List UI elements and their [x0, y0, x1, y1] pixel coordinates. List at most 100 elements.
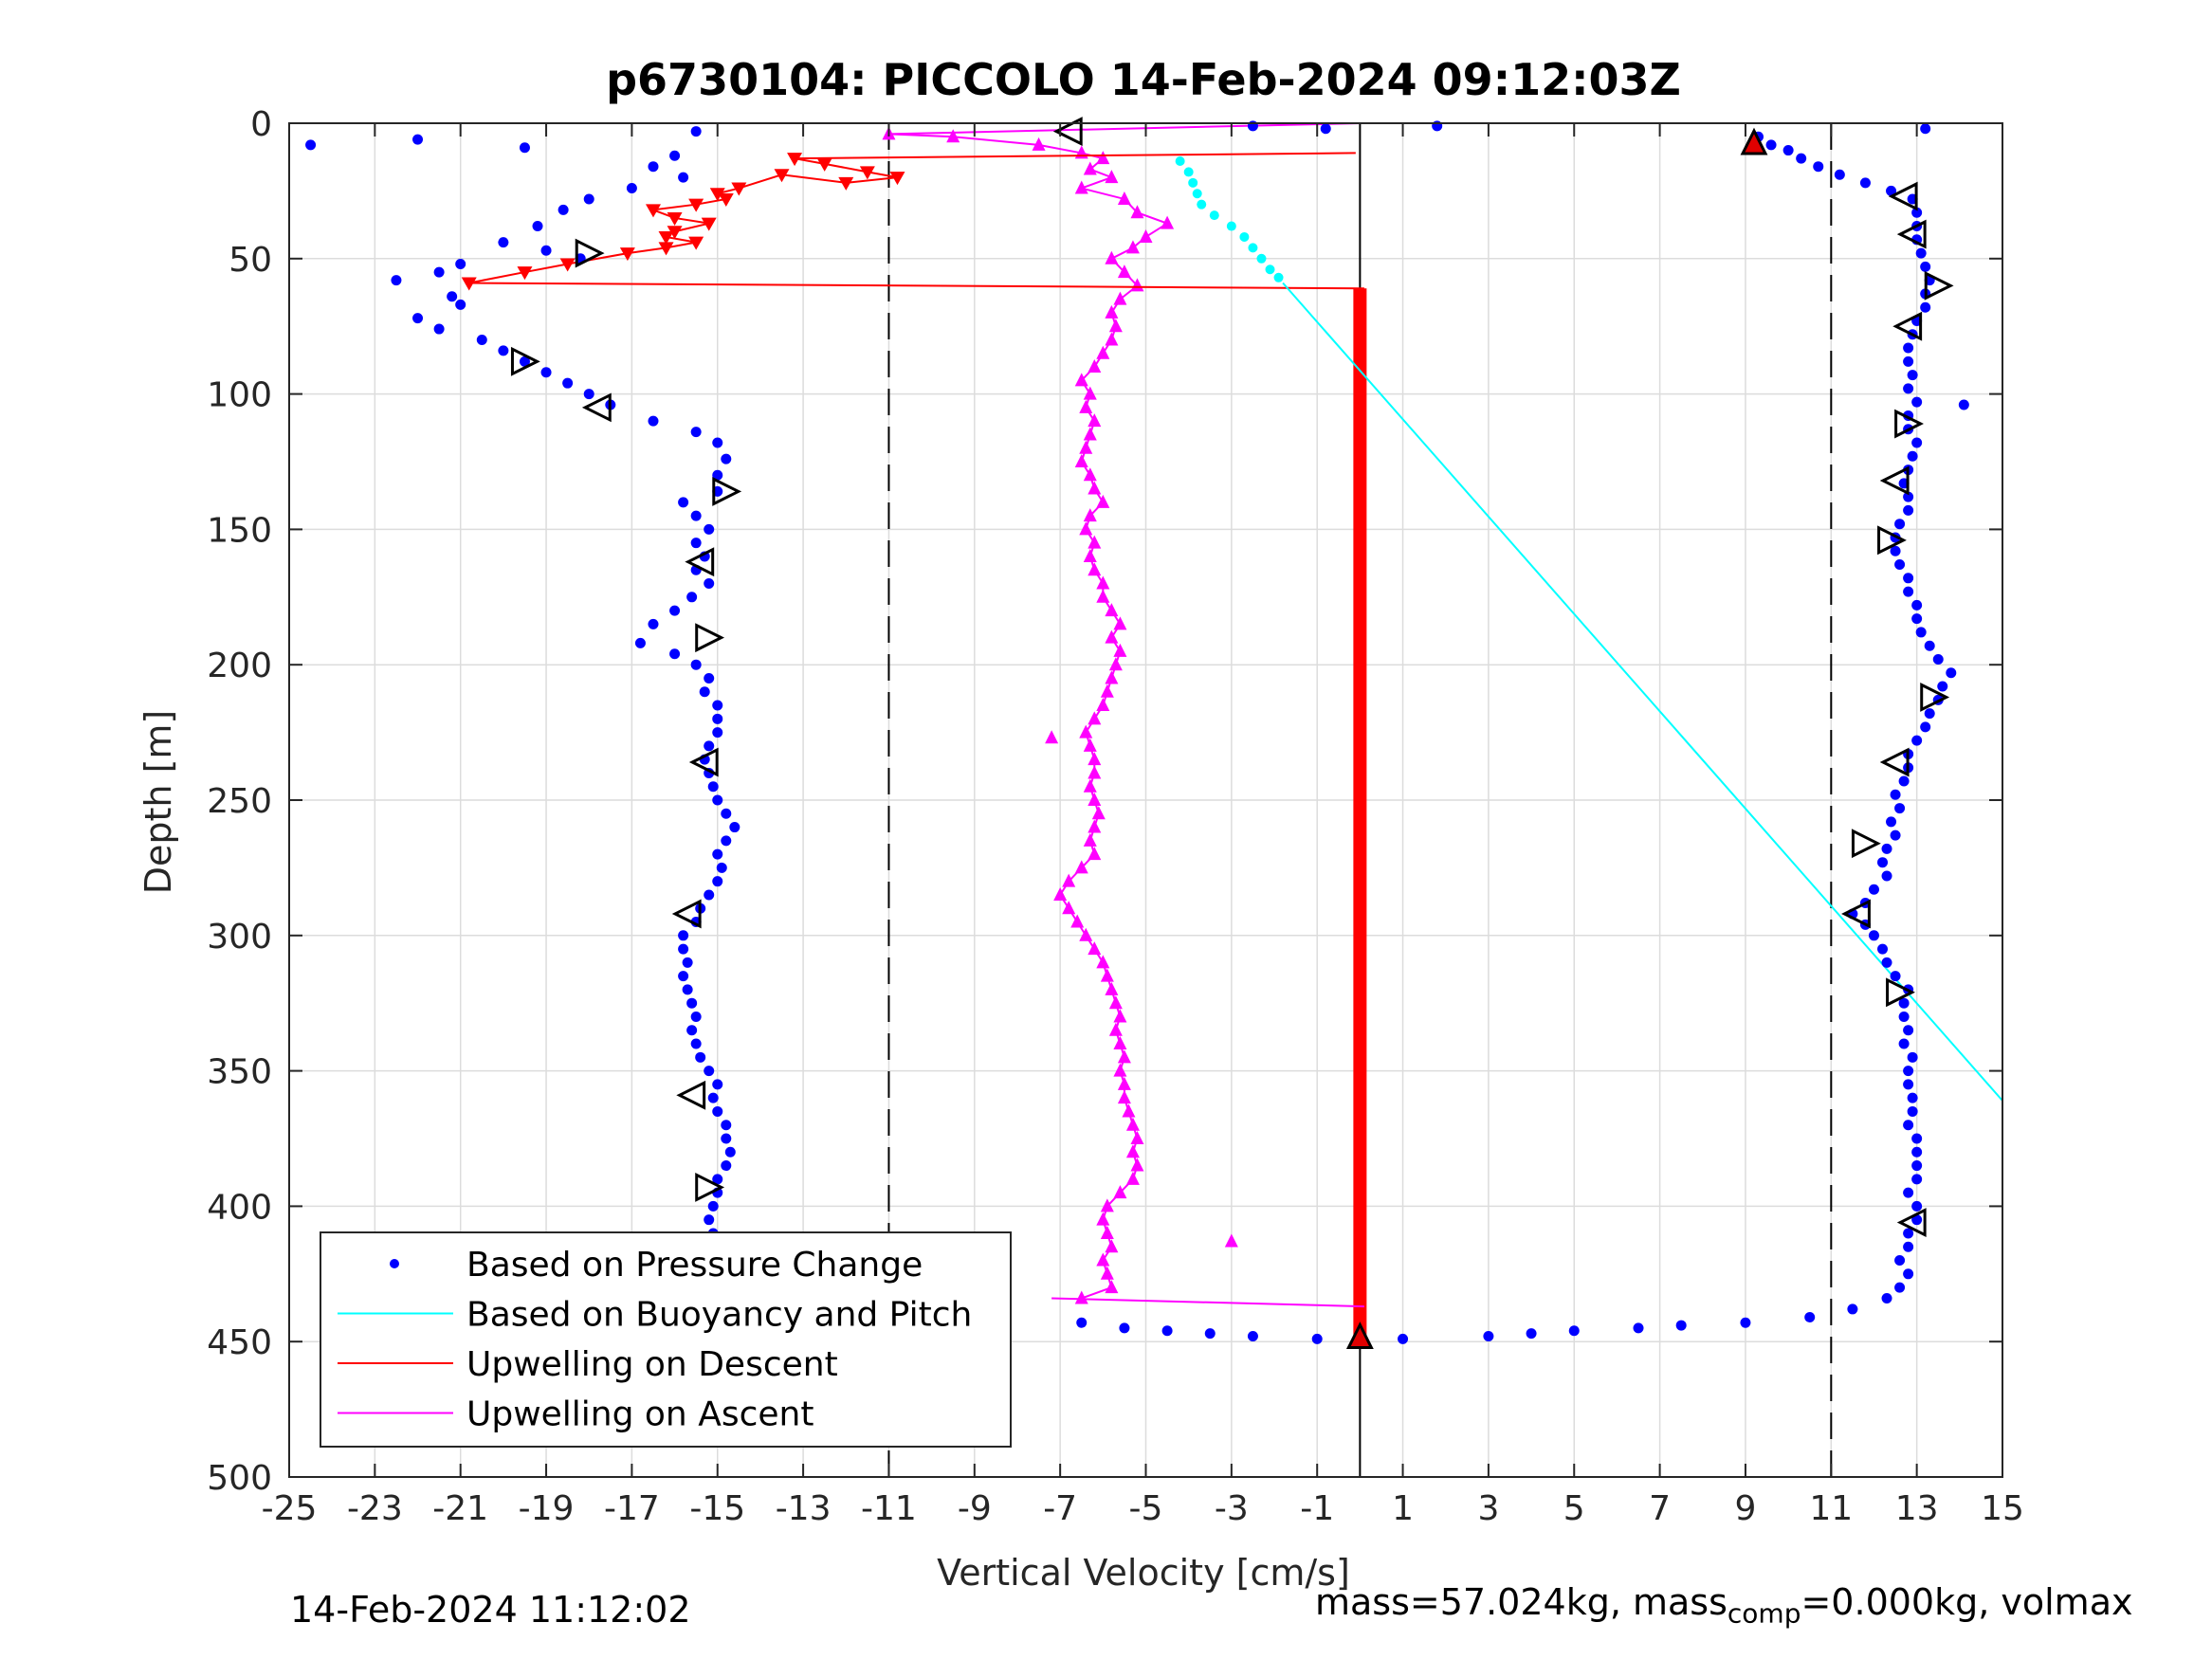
- pressure-change-point: [699, 686, 710, 698]
- upwelling-ascent-point: [1117, 1090, 1131, 1104]
- pressure-change-point: [1920, 721, 1931, 733]
- upwelling-ascent-point: [1122, 1103, 1136, 1118]
- buoyancy-pitch-point: [1183, 167, 1194, 177]
- upwelling-descent-point: [619, 247, 635, 262]
- turn-triangle-marker: [695, 623, 725, 653]
- upwelling-descent-point: [658, 230, 674, 245]
- upwelling-ascent-line: [1051, 1297, 1364, 1308]
- upwelling-ascent-point: [1125, 1171, 1140, 1185]
- upwelling-ascent-point: [1224, 1233, 1238, 1248]
- pressure-change-point: [1898, 997, 1910, 1009]
- buoyancy-pitch-point: [1239, 231, 1250, 242]
- pressure-change-point: [690, 126, 702, 137]
- upwelling-descent-point: [688, 198, 704, 212]
- pressure-change-point: [704, 1214, 715, 1226]
- pressure-change-point: [1804, 1311, 1816, 1322]
- upwelling-ascent-point: [1088, 847, 1102, 861]
- pressure-change-point: [1859, 177, 1871, 189]
- pressure-change-point: [712, 700, 723, 711]
- upwelling-ascent-point: [1105, 332, 1119, 346]
- upwelling-ascent-point: [1083, 778, 1097, 793]
- pressure-change-point: [729, 822, 740, 833]
- pressure-change-point: [678, 971, 689, 982]
- pressure-change-point: [391, 275, 402, 286]
- pressure-change-point: [648, 618, 659, 629]
- pressure-change-point: [1911, 1200, 1923, 1212]
- pressure-change-point: [519, 356, 530, 367]
- y-tick-label: 250: [207, 782, 272, 821]
- pressure-change-point: [1903, 342, 1914, 354]
- pressure-change-point: [562, 377, 574, 389]
- pressure-change-point: [1903, 1066, 1914, 1077]
- upwelling-ascent-point: [1062, 901, 1076, 915]
- upwelling-ascent-point: [1083, 386, 1097, 400]
- pressure-change-point: [1911, 207, 1923, 218]
- pressure-change-point: [721, 1133, 732, 1144]
- pressure-change-point: [1894, 1255, 1906, 1267]
- upwelling-ascent-point: [1113, 643, 1127, 657]
- pressure-change-point: [669, 150, 681, 161]
- upwelling-descent-point: [667, 226, 683, 240]
- pressure-change-point: [1903, 504, 1914, 516]
- turn-triangle-marker: [1892, 311, 1923, 341]
- pressure-change-point: [447, 291, 458, 302]
- upwelling-ascent-point: [1117, 191, 1131, 205]
- turn-triangle-marker: [1851, 829, 1881, 859]
- pressure-change-point: [1907, 1105, 1918, 1117]
- upwelling-ascent-point: [1108, 1022, 1123, 1036]
- pressure-change-point: [690, 427, 702, 438]
- pressure-change-point: [1903, 383, 1914, 394]
- upwelling-descent-point: [731, 182, 747, 196]
- pressure-change-point: [626, 183, 637, 194]
- pressure-change-point: [690, 1011, 702, 1022]
- upwelling-descent-point: [658, 242, 674, 256]
- pressure-change-point: [712, 469, 723, 481]
- pressure-change-point: [724, 1146, 736, 1158]
- upwelling-ascent-point: [1125, 1144, 1140, 1158]
- mass-rest: =0.000kg, volmax: [1801, 1581, 2133, 1623]
- turn-triangle-marker: [1052, 117, 1083, 146]
- pressure-change-point: [712, 713, 723, 724]
- x-tick-label: 15: [1981, 1489, 2024, 1528]
- pressure-change-point: [412, 313, 424, 324]
- x-tick-label: 13: [1895, 1489, 1939, 1528]
- x-tick-label: -3: [1215, 1489, 1249, 1528]
- pressure-change-point: [1903, 1025, 1914, 1036]
- pressure-change-point: [1247, 1330, 1258, 1341]
- pressure-change-point: [1898, 1038, 1910, 1049]
- upwelling-ascent-point: [1088, 793, 1102, 806]
- mass-text: mass=57.024kg, mass: [1315, 1581, 1728, 1623]
- pressure-change-point: [1903, 491, 1914, 502]
- pressure-change-point: [682, 984, 693, 995]
- chart-marks: [305, 117, 2003, 1349]
- x-tick-label: 3: [1477, 1489, 1499, 1528]
- x-tick-label: -11: [861, 1489, 917, 1528]
- pressure-change-point: [1526, 1328, 1537, 1340]
- upwelling-ascent-point: [1096, 589, 1110, 603]
- pressure-change-point: [1877, 943, 1889, 955]
- buoyancy-pitch-point: [1248, 243, 1258, 253]
- pressure-change-point: [1937, 681, 1948, 692]
- upwelling-ascent-point: [1083, 508, 1097, 522]
- upwelling-ascent-point: [1079, 724, 1093, 738]
- upwelling-descent-point: [838, 176, 854, 191]
- upwelling-ascent-point: [1096, 345, 1110, 359]
- pressure-change-point: [678, 172, 689, 183]
- pressure-change-point: [1894, 559, 1906, 571]
- pressure-change-point: [1911, 1214, 1923, 1226]
- y-tick-label: 300: [207, 918, 272, 957]
- pressure-change-point: [1890, 789, 1901, 800]
- upwelling-descent-point: [688, 236, 704, 250]
- upwelling-descent-point: [889, 172, 905, 186]
- upwelling-ascent-point: [1113, 1063, 1127, 1077]
- upwelling-descent-point: [461, 277, 477, 291]
- turn-triangle-marker: [1896, 219, 1927, 249]
- upwelling-ascent-point: [1105, 170, 1119, 184]
- x-axis-label: Vertical Velocity [cm/s]: [937, 1552, 1350, 1594]
- upwelling-descent-point: [718, 192, 734, 207]
- x-tick-label: -13: [776, 1489, 832, 1528]
- pressure-change-point: [1903, 1241, 1914, 1252]
- upwelling-ascent-point: [1083, 738, 1097, 752]
- pressure-change-point: [712, 437, 723, 448]
- pressure-change-point: [669, 605, 681, 616]
